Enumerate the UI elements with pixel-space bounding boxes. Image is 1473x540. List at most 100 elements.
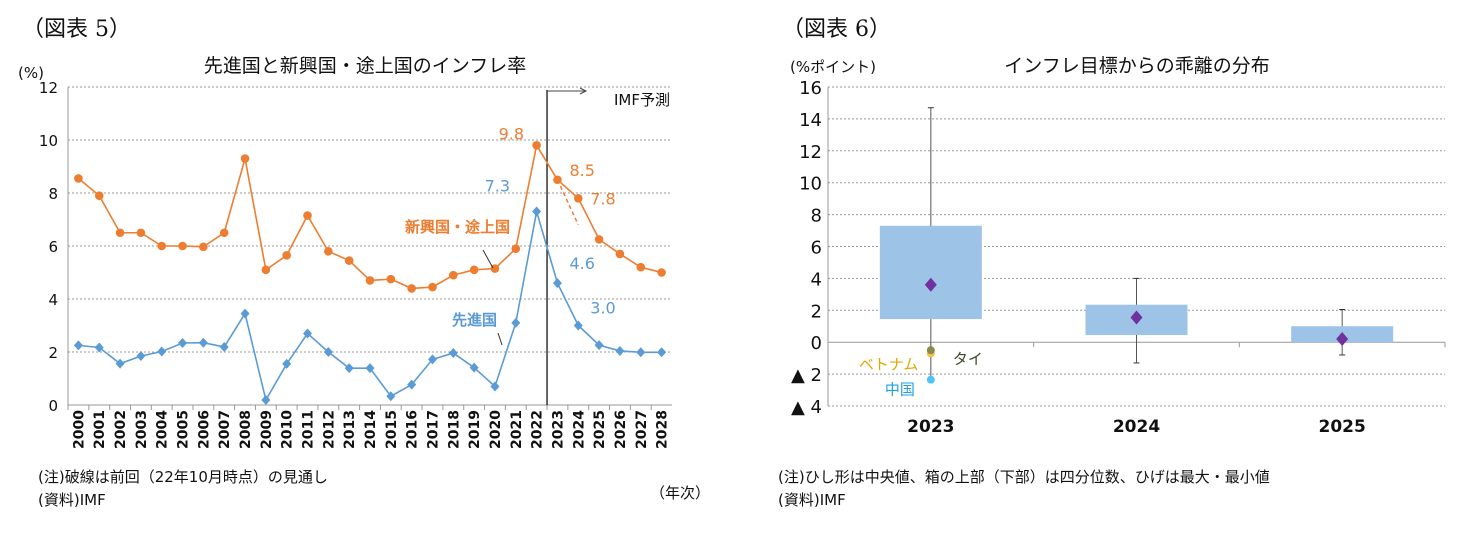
x-tick-label: 2024 <box>1113 417 1160 437</box>
data-point <box>449 270 458 280</box>
country-label: タイ <box>953 350 983 368</box>
data-point <box>636 347 646 358</box>
chart-5-plot: 0 2 4 6 8 10 12 2000 2001 2002 2003 2004 2005 2006 200… <box>39 79 672 449</box>
chart-5-note: (注)破線は前回（22年10月時点）の見通し <box>38 468 328 486</box>
data-point <box>282 358 292 369</box>
x-tick-label: 2019 <box>467 410 483 449</box>
chart-6-note: (注)ひし形は中央値、箱の上部（下部）は四分位数、ひげは最大・最小値 <box>778 468 1270 486</box>
y-tick-label: 2 <box>811 301 822 322</box>
y-tick-label: 16 <box>799 78 822 99</box>
data-point <box>615 249 625 259</box>
data-point <box>94 342 104 353</box>
y-tick-label: 8 <box>811 206 822 227</box>
data-point <box>157 241 167 251</box>
x-tick-label: 2001 <box>92 410 108 449</box>
data-point <box>573 194 583 203</box>
x-tick-label: 2005 <box>176 410 192 449</box>
data-label: 3.0 <box>590 299 615 318</box>
y-tick-label: 6 <box>811 238 822 259</box>
data-point <box>511 244 521 253</box>
country-label: 中国 <box>885 381 915 399</box>
x-tick-label: 2023 <box>550 410 566 449</box>
x-tick-label: 2012 <box>321 410 337 449</box>
data-label: 9.8 <box>499 124 524 143</box>
y-tick-label: 6 <box>48 238 58 256</box>
data-point <box>94 191 104 200</box>
data-point <box>303 328 313 339</box>
chart-5-source: (資料)IMF <box>38 491 106 509</box>
x-tick-label: 2025 <box>592 410 608 449</box>
label-pointer <box>482 249 494 269</box>
x-tick-label: 2006 <box>196 410 212 449</box>
x-tick-label: 2002 <box>113 410 129 449</box>
data-label: 7.3 <box>485 177 510 196</box>
x-tick-label: 2025 <box>1319 417 1366 437</box>
data-point <box>365 276 375 285</box>
y-tick-label: ▲ 4 <box>791 397 822 418</box>
x-tick-label: 2024 <box>571 410 587 449</box>
x-tick-label: 2000 <box>71 410 87 449</box>
data-point <box>427 354 437 365</box>
data-point <box>365 363 375 374</box>
chart-5-title: 先進国と新興国・途上国のインフレ率 <box>204 55 526 77</box>
label-pointer <box>497 332 503 346</box>
data-point <box>469 265 479 275</box>
x-tick-label: 2003 <box>134 410 150 449</box>
data-point <box>115 358 125 369</box>
x-tick-label: 2014 <box>363 410 379 449</box>
data-point <box>219 228 229 238</box>
x-tick-label: 2026 <box>613 410 629 449</box>
x-tick-label: 2022 <box>530 410 546 449</box>
median-marker <box>924 277 937 292</box>
data-point <box>74 174 83 183</box>
data-point <box>199 242 208 252</box>
data-point <box>73 340 83 351</box>
data-point <box>532 206 542 217</box>
y-tick-label: 14 <box>799 110 822 131</box>
data-label: 7.8 <box>590 189 615 208</box>
data-point <box>532 141 541 150</box>
data-point <box>428 282 437 292</box>
x-tick-label: 2008 <box>238 410 254 449</box>
data-point <box>198 337 208 348</box>
data-point <box>553 175 562 185</box>
data-point <box>552 278 562 289</box>
x-tick-label: 2004 <box>155 410 171 449</box>
y-tick-label: ▲ 2 <box>791 365 822 386</box>
data-point <box>407 379 417 390</box>
y-tick-label: 10 <box>799 174 822 195</box>
y-tick-label: 10 <box>39 132 58 150</box>
chart-6-source: (資料)IMF <box>778 491 846 509</box>
data-label: 8.5 <box>569 161 594 180</box>
data-point <box>573 320 583 331</box>
data-point <box>324 247 333 256</box>
data-point <box>115 228 125 238</box>
forecast-label: IMF予測 <box>614 91 670 109</box>
data-point <box>178 337 188 348</box>
data-point <box>636 262 646 272</box>
data-point <box>344 363 354 374</box>
data-point <box>219 341 229 352</box>
data-point <box>657 268 666 277</box>
x-tick-label: 2027 <box>634 410 650 449</box>
x-tick-label: 2010 <box>280 410 296 449</box>
data-point <box>136 350 146 361</box>
data-point <box>407 284 416 293</box>
x-tick-label: 2023 <box>907 417 954 437</box>
data-point <box>490 264 500 273</box>
y-tick-label: 12 <box>799 142 822 163</box>
figure-6-label: （図表 6） <box>782 17 891 42</box>
y-tick-label: 8 <box>48 185 58 203</box>
y-tick-label: 0 <box>811 333 822 354</box>
x-tick-label: 2011 <box>301 410 317 449</box>
data-point <box>261 265 271 275</box>
data-point <box>469 362 479 373</box>
data-point <box>511 317 521 328</box>
y-tick-label: 4 <box>811 269 822 290</box>
chart-6-ylabel: (%ポイント) <box>790 58 876 76</box>
x-tick-label: 2021 <box>509 410 525 449</box>
data-point <box>490 381 500 392</box>
data-point <box>448 348 458 359</box>
